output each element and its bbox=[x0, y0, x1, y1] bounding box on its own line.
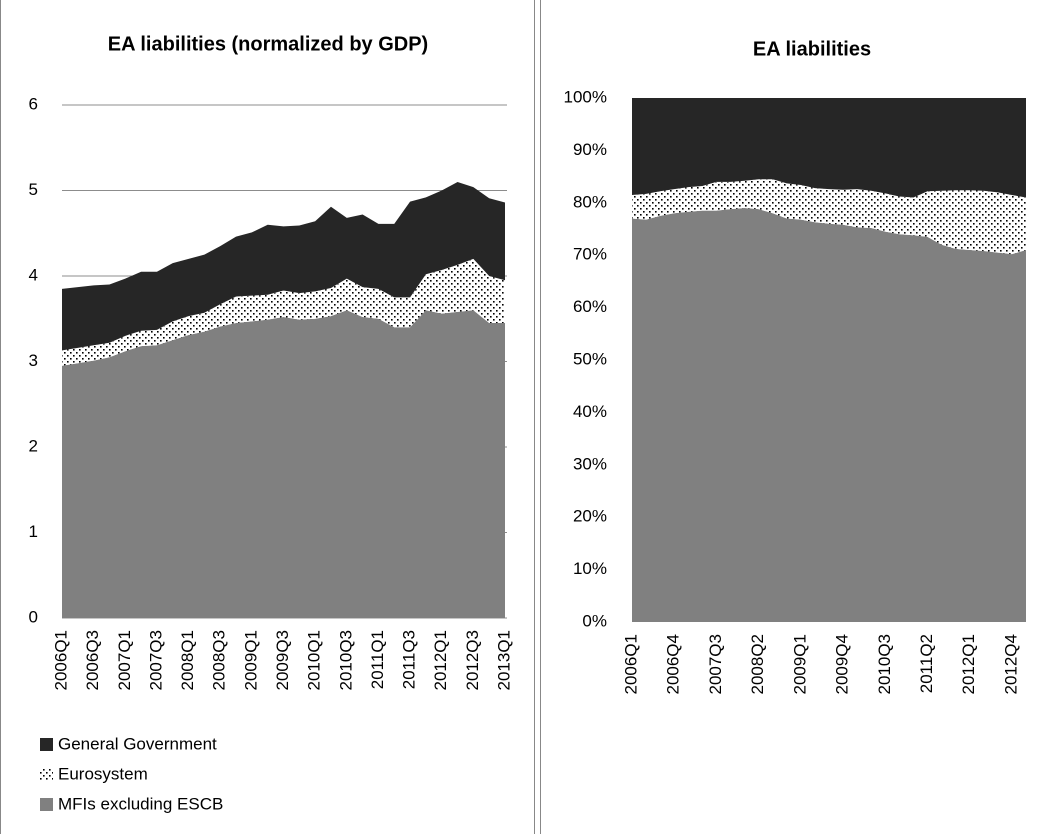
y-tick-label: 10% bbox=[573, 559, 607, 578]
legend-swatch bbox=[40, 738, 53, 751]
x-tick-label: 2006Q1 bbox=[51, 630, 70, 691]
area bbox=[62, 310, 505, 618]
x-tick-label: 2012Q1 bbox=[959, 634, 978, 695]
area bbox=[632, 179, 1026, 255]
y-tick-label: 3 bbox=[29, 351, 38, 370]
x-tick-label: 2011Q1 bbox=[368, 630, 387, 689]
x-tick-label: 2008Q2 bbox=[748, 634, 767, 695]
y-tick-label: 4 bbox=[29, 265, 38, 284]
x-tick-label: 2010Q3 bbox=[336, 630, 355, 691]
area bbox=[632, 98, 1026, 198]
y-tick-label: 20% bbox=[573, 507, 607, 526]
y-tick-label: 5 bbox=[29, 180, 38, 199]
x-tick-label: 2012Q3 bbox=[463, 630, 482, 691]
y-tick-label: 40% bbox=[573, 402, 607, 421]
legend-swatch bbox=[40, 798, 53, 811]
y-tick-label: 0 bbox=[29, 607, 38, 626]
y-tick-label: 50% bbox=[573, 349, 607, 368]
legend-swatch bbox=[40, 768, 53, 781]
x-tick-label: 2007Q3 bbox=[706, 634, 725, 695]
y-tick-label: 80% bbox=[573, 192, 607, 211]
chart-title: EA liabilities (normalized by GDP) bbox=[108, 33, 428, 55]
x-tick-label: 2006Q4 bbox=[664, 634, 683, 695]
x-tick-label: 2007Q1 bbox=[115, 630, 134, 691]
y-tick-label: 90% bbox=[573, 140, 607, 159]
legend-label: Eurosystem bbox=[58, 764, 148, 783]
area bbox=[62, 258, 505, 366]
x-tick-label: 2011Q2 bbox=[917, 634, 936, 693]
x-tick-label: 2012Q1 bbox=[431, 630, 450, 691]
x-tick-label: 2007Q3 bbox=[146, 630, 165, 691]
x-tick-label: 2013Q1 bbox=[494, 630, 513, 691]
area bbox=[632, 208, 1026, 623]
y-tick-label: 60% bbox=[573, 297, 607, 316]
x-tick-label: 2006Q3 bbox=[83, 630, 102, 691]
chart-title: EA liabilities bbox=[753, 38, 871, 60]
y-tick-label: 6 bbox=[29, 94, 38, 113]
x-tick-label: 2009Q1 bbox=[241, 630, 260, 691]
y-tick-label: 0% bbox=[582, 611, 607, 630]
legend-label: General Government bbox=[58, 734, 217, 753]
y-tick-label: 2 bbox=[29, 436, 38, 455]
area bbox=[62, 181, 505, 351]
x-tick-label: 2009Q4 bbox=[833, 634, 852, 695]
x-tick-label: 2008Q1 bbox=[178, 630, 197, 691]
x-tick-label: 2012Q4 bbox=[1001, 634, 1020, 695]
y-tick-label: 30% bbox=[573, 454, 607, 473]
legend-label: MFIs excluding ESCB bbox=[58, 794, 223, 813]
x-tick-label: 2010Q1 bbox=[305, 630, 324, 691]
y-tick-label: 70% bbox=[573, 245, 607, 264]
x-tick-label: 2009Q1 bbox=[790, 634, 809, 695]
x-tick-label: 2006Q1 bbox=[621, 634, 640, 695]
x-tick-label: 2009Q3 bbox=[273, 630, 292, 691]
y-tick-label: 1 bbox=[29, 522, 38, 541]
x-tick-label: 2011Q3 bbox=[400, 630, 419, 689]
x-tick-label: 2010Q3 bbox=[875, 634, 894, 695]
x-tick-label: 2008Q3 bbox=[210, 630, 229, 691]
y-tick-label: 100% bbox=[564, 87, 607, 106]
